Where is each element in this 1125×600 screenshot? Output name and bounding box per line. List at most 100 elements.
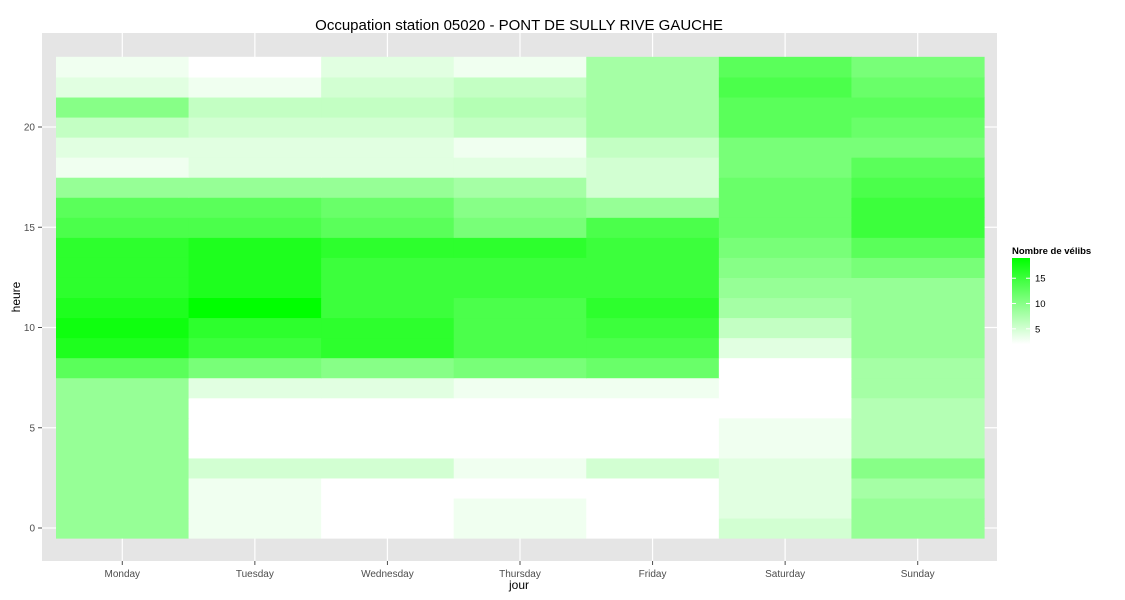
heatmap-cell (851, 297, 985, 319)
heatmap-cell (718, 457, 853, 479)
heatmap-cell (56, 457, 190, 479)
heatmap-cell (321, 137, 455, 158)
heatmap-cell (453, 56, 587, 78)
heatmap-cell (586, 337, 720, 359)
heatmap-cell (188, 177, 322, 198)
x-tick-label: Saturday (765, 569, 805, 580)
heatmap-cell (56, 157, 190, 178)
heatmap-cell (321, 317, 455, 339)
heatmap-cell (586, 237, 720, 258)
heatmap-cell (586, 457, 720, 479)
heatmap-cell (56, 357, 190, 379)
heatmap-cell (851, 217, 985, 238)
heatmap-cell (586, 437, 720, 459)
heatmap-cell (321, 357, 455, 379)
heatmap-cell (321, 337, 455, 359)
heatmap-cell (321, 497, 455, 519)
x-axis-title: jour (508, 578, 529, 592)
heatmap-cell (718, 277, 853, 299)
x-tick-label: Friday (639, 569, 667, 580)
heatmap-cell (453, 317, 587, 339)
heatmap-cell (321, 437, 455, 459)
chart-title: Occupation station 05020 - PONT DE SULLY… (315, 17, 723, 34)
heatmap-cell (321, 177, 455, 198)
heatmap-cell (586, 56, 720, 78)
heatmap-cell (56, 337, 190, 359)
heatmap-cell (453, 457, 587, 479)
legend-colorbar (1012, 258, 1030, 344)
heatmap-cell (321, 217, 455, 238)
heatmap-cell (718, 477, 853, 499)
heatmap-cell (851, 257, 985, 278)
heatmap-cell (188, 237, 322, 258)
heatmap-cell (851, 317, 985, 339)
heatmap-cell (56, 377, 190, 399)
heatmap-cell (851, 377, 985, 399)
heatmap-cell (453, 477, 587, 499)
legend: Nombre de vélibs 5 10 15 (1012, 246, 1091, 344)
y-tick-label: 20 (24, 123, 36, 134)
heatmap-cell (718, 157, 853, 178)
heatmap-cell (188, 497, 322, 519)
heatmap-cell (56, 96, 190, 118)
heatmap-cell (453, 397, 587, 419)
heatmap-cell (321, 197, 455, 218)
heatmap-cell (321, 76, 455, 98)
heatmap-cell (586, 397, 720, 419)
heatmap-cell (321, 277, 455, 299)
heatmap-cell (718, 317, 853, 339)
heatmap-cell (718, 76, 853, 98)
heatmap-cell (453, 357, 587, 379)
heatmap-cell (586, 477, 720, 499)
heatmap-cell (453, 157, 587, 178)
heatmap-cell (851, 357, 985, 379)
heatmap-cell (453, 237, 587, 258)
heatmap-cell (586, 297, 720, 319)
x-tick-label: Thursday (499, 569, 541, 580)
x-axis: Monday Tuesday Wednesday Thursday Friday Satu… (104, 561, 935, 580)
heatmap-cell (851, 457, 985, 479)
heatmap-cell (188, 56, 322, 78)
heatmap-cell (188, 417, 322, 439)
heatmap-cell (851, 56, 985, 78)
heatmap-cell (321, 56, 455, 78)
heatmap-cell (188, 116, 322, 138)
heatmap-cell (851, 337, 985, 359)
heatmap-cell (718, 437, 853, 459)
heatmap-cell (188, 397, 322, 419)
heatmap-cell (586, 277, 720, 299)
heatmap-cell (851, 137, 985, 158)
heatmap-cell (718, 56, 853, 78)
x-tick-label: Tuesday (236, 569, 274, 580)
heatmap-cell (321, 297, 455, 319)
y-axis-title: heure (9, 281, 23, 312)
heatmap-cells (56, 56, 985, 539)
heatmap-cell (188, 337, 322, 359)
heatmap-cell (56, 437, 190, 459)
heatmap-cell (586, 177, 720, 198)
heatmap-cell (56, 417, 190, 439)
heatmap-cell (718, 257, 853, 278)
heatmap-cell (718, 197, 853, 218)
heatmap-cell (718, 96, 853, 118)
heatmap-cell (851, 157, 985, 178)
heatmap-cell (453, 437, 587, 459)
heatmap-cell (188, 377, 322, 399)
heatmap-cell (851, 397, 985, 419)
heatmap-cell (453, 217, 587, 238)
heatmap-cell (56, 56, 190, 78)
heatmap-cell (56, 297, 190, 319)
heatmap-cell (586, 217, 720, 238)
heatmap-cell (56, 137, 190, 158)
heatmap-cell (586, 197, 720, 218)
heatmap-cell (851, 96, 985, 118)
heatmap-cell (586, 377, 720, 399)
heatmap-cell (586, 76, 720, 98)
heatmap-cell (718, 397, 853, 419)
heatmap-cell (321, 457, 455, 479)
heatmap-cell (718, 116, 853, 138)
heatmap-cell (188, 96, 322, 118)
heatmap-cell (851, 197, 985, 218)
heatmap-cell (188, 157, 322, 178)
